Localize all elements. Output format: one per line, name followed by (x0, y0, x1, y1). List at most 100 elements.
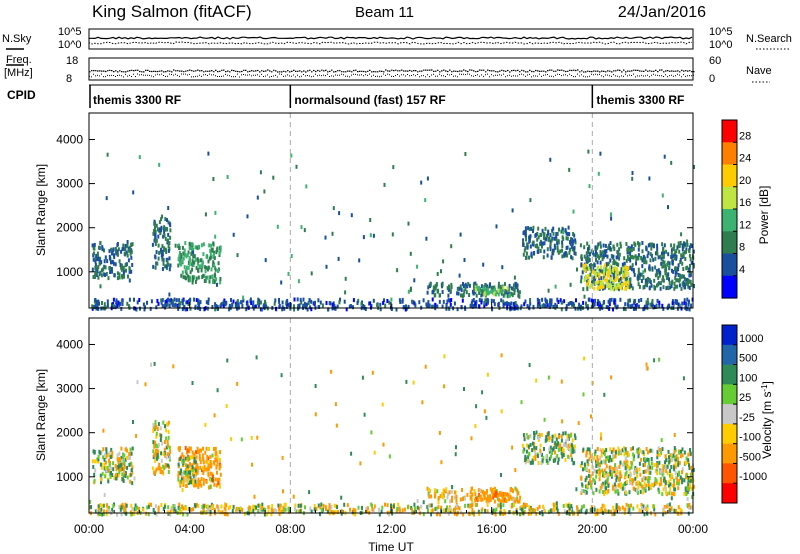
vel-cell (351, 509, 354, 514)
power-cell (520, 304, 523, 309)
vel-cell (687, 458, 690, 463)
power-cell (610, 254, 613, 258)
vel-cell (102, 447, 105, 452)
power-cell (653, 305, 656, 310)
vel-cell (645, 507, 648, 511)
vel-cell (206, 460, 209, 465)
vel-cell (219, 450, 222, 455)
vel-cell (461, 497, 464, 501)
power-cell (687, 267, 690, 272)
vel-cell (92, 465, 95, 469)
power-cell (468, 293, 471, 297)
vel-cell (177, 446, 180, 451)
vel-cell (593, 452, 596, 457)
vel-cell (533, 431, 535, 435)
vel-cell (447, 511, 450, 516)
power-cell (569, 282, 572, 287)
vel-cell (580, 491, 583, 495)
vel-cell (603, 392, 606, 397)
power-cell (216, 282, 218, 287)
vel-cell (447, 507, 450, 512)
vel-cell (147, 512, 150, 517)
power-cell (492, 299, 495, 304)
power-cell (550, 255, 553, 260)
vel-cell (503, 509, 506, 513)
vel-cell (609, 465, 612, 470)
vel-cell (93, 472, 96, 477)
vel-cell (207, 463, 210, 468)
vel-cell (508, 492, 511, 497)
vel-cell (188, 463, 191, 468)
vel-cell (544, 509, 547, 514)
power-cell (167, 238, 169, 243)
power-cell (556, 297, 559, 302)
vel-cell (613, 467, 616, 471)
power-cell (396, 268, 399, 273)
power-cell (529, 234, 532, 239)
power-cell (318, 305, 321, 309)
vel-cell (560, 438, 563, 443)
power-cell (505, 290, 508, 295)
vel-cell (614, 463, 617, 468)
vel-cell (273, 508, 276, 513)
power-cell (612, 277, 615, 282)
vel-cell (677, 505, 680, 510)
vel-cell (564, 458, 567, 462)
vel-cell (280, 509, 283, 514)
power-cell (205, 265, 208, 270)
vel-cell (675, 454, 678, 459)
power-cell (94, 259, 97, 264)
vel-cell (529, 442, 532, 447)
power-cell (597, 242, 600, 247)
vel-cell (357, 505, 360, 510)
power-cell (688, 285, 691, 290)
vel-cell (567, 454, 570, 459)
power-cell (689, 263, 691, 268)
power-cell (561, 248, 564, 253)
power-cell (561, 300, 564, 305)
power-cell (672, 269, 675, 274)
power-cell (503, 293, 506, 298)
vel-cell (166, 439, 169, 444)
power-cell (459, 284, 462, 289)
vel-cell (195, 483, 198, 488)
vel-cell (94, 468, 97, 473)
power-cell (409, 251, 412, 256)
power-cell (97, 299, 100, 304)
power-cell (199, 300, 202, 305)
power-cell (642, 275, 645, 280)
power-cell (626, 280, 629, 285)
vel-cell (165, 428, 168, 433)
vel-cell (669, 487, 672, 492)
power-cell (587, 259, 590, 264)
vel-cell (489, 487, 492, 492)
vel-cell (671, 483, 674, 488)
power-cell (432, 304, 435, 309)
vel-cell (155, 431, 158, 436)
power-cell (231, 302, 234, 307)
power-cell (501, 265, 504, 270)
vel-cell (194, 460, 197, 465)
vel-cell (645, 483, 648, 488)
vel-cell (556, 454, 559, 458)
vel-cell (265, 512, 268, 517)
vel-cell (199, 465, 202, 470)
vel-cell (657, 446, 660, 451)
vel-cell (523, 447, 526, 452)
power-cell (122, 265, 125, 270)
power-cell (188, 262, 191, 267)
power-cell (571, 237, 574, 242)
vel-cell (588, 457, 591, 462)
power-cell (300, 300, 303, 305)
power-cell (660, 261, 663, 266)
vel-cell (673, 482, 676, 487)
power-cell (254, 304, 257, 309)
power-cell (114, 246, 117, 251)
vel-cell (450, 489, 453, 494)
vel-cell (566, 434, 569, 439)
vel-cell (502, 512, 505, 516)
power-cell (178, 261, 181, 266)
vel-cell (340, 511, 343, 516)
power-cell (94, 304, 97, 309)
power-cell (678, 249, 681, 254)
